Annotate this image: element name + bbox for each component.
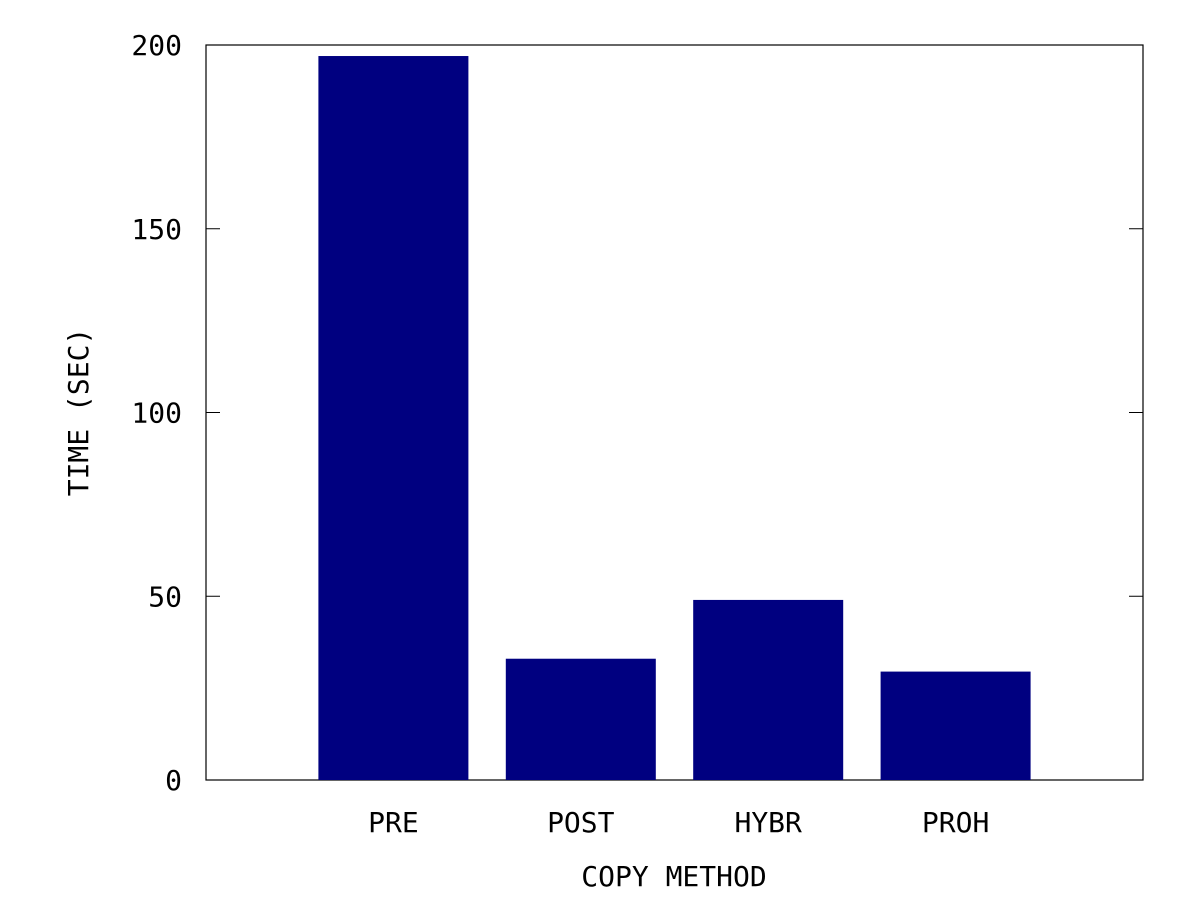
y-tick-label: 100 xyxy=(131,397,182,430)
y-axis-title: TIME (SEC) xyxy=(62,328,95,497)
bar-hybr xyxy=(693,599,844,780)
x-axis-ticks: PRE POST HYBR PROH xyxy=(368,806,989,839)
x-tick-label-proh: PROH xyxy=(922,806,989,839)
y-tick-label: 50 xyxy=(148,580,182,613)
y-tick-label: 150 xyxy=(131,213,182,246)
bars-group xyxy=(318,56,1031,780)
bar-post xyxy=(505,658,656,780)
x-tick-label-pre: PRE xyxy=(368,806,419,839)
y-tick-label: 0 xyxy=(165,764,182,797)
bar-proh xyxy=(880,671,1031,780)
bar-pre xyxy=(318,56,469,780)
y-tick-label: 200 xyxy=(131,29,182,62)
x-tick-label-hybr: HYBR xyxy=(734,806,802,839)
y-axis-ticks: 0 50 100 150 200 xyxy=(131,29,1143,797)
x-axis-title: COPY METHOD xyxy=(581,860,766,893)
x-tick-label-post: POST xyxy=(547,806,615,839)
